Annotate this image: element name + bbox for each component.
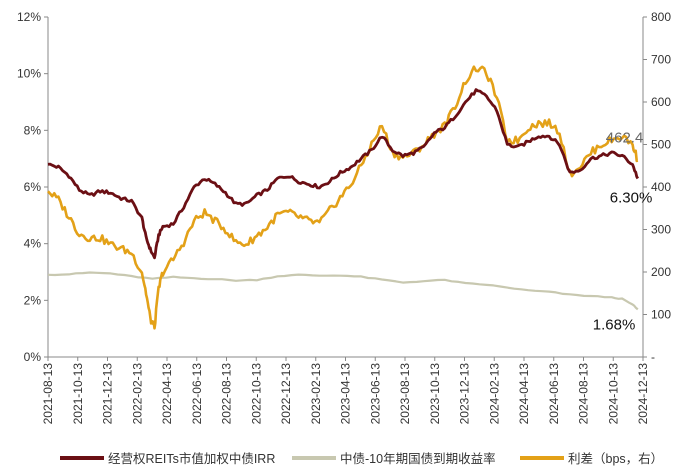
x-tick-label: 2023-08-13 — [398, 363, 412, 425]
y-left-tick-label: 12% — [17, 10, 41, 24]
y-left-tick-label: 4% — [24, 237, 42, 251]
legend: 经营权REITs市值加权中债IRR 中债-10年期国债到期收益率 利差（bps，… — [0, 448, 700, 468]
y-right-tick-label: 100 — [651, 308, 671, 322]
legend-swatch-bond — [292, 455, 336, 460]
series-line-1 — [47, 271, 639, 311]
y-left-tick-label: 8% — [24, 123, 42, 137]
y-right-tick-label: 400 — [651, 180, 671, 194]
x-tick-label: 2022-06-13 — [190, 363, 204, 425]
y-right-tick-label: 800 — [651, 10, 671, 24]
y-right-tick-label: 500 — [651, 138, 671, 152]
series-line-0 — [47, 88, 640, 260]
x-tick-label: 2023-06-13 — [368, 363, 382, 425]
x-tick-label: 2021-12-13 — [101, 363, 115, 425]
legend-label-bond: 中债-10年期国债到期收益率 — [340, 452, 496, 466]
x-tick-label: 2022-04-13 — [160, 363, 174, 425]
y-right-tick-label: - — [651, 350, 655, 364]
end-label-1: 1.68% — [593, 316, 636, 333]
y-left-tick-label: 0% — [24, 350, 42, 364]
x-tick-label: 2024-10-13 — [606, 363, 620, 425]
x-tick-label: 2021-10-13 — [71, 363, 85, 425]
end-labels: 462.4 6.30% 1.68% — [593, 129, 653, 333]
x-tick-label: 2023-04-13 — [339, 363, 353, 425]
legend-swatch-irr — [60, 455, 104, 460]
legend-item-spread: 利差（bps，右） — [520, 448, 663, 467]
x-tick-label: 2024-12-13 — [636, 363, 650, 425]
y-right-tick-label: 600 — [651, 95, 671, 109]
x-tick-label: 2022-10-13 — [249, 363, 263, 425]
x-tick-label: 2021-08-13 — [41, 363, 55, 425]
y-right-tick-label: 300 — [651, 223, 671, 237]
legend-swatch-spread — [520, 455, 564, 460]
y-left-tick-label: 10% — [17, 67, 41, 81]
x-tick-label: 2023-12-13 — [458, 363, 472, 425]
x-tick-label: 2022-12-13 — [279, 363, 293, 425]
end-label-2: 462.4 — [606, 129, 644, 146]
legend-item-irr: 经营权REITs市值加权中债IRR — [60, 448, 275, 467]
end-label-0: 6.30% — [610, 190, 653, 207]
legend-label-spread: 利差（bps，右） — [568, 452, 664, 466]
x-tick-label: 2024-08-13 — [577, 363, 591, 425]
plot-area — [47, 65, 640, 330]
y-right-tick-label: 200 — [651, 265, 671, 279]
legend-item-bond: 中债-10年期国债到期收益率 — [292, 448, 496, 467]
x-tick-label: 2024-02-13 — [487, 363, 501, 425]
x-tick-label: 2024-06-13 — [547, 363, 561, 425]
x-tick-label: 2022-02-13 — [130, 363, 144, 425]
x-tick-label: 2022-08-13 — [220, 363, 234, 425]
x-tick-label: 2024-04-13 — [517, 363, 531, 425]
y-left-tick-label: 6% — [24, 180, 42, 194]
series-line-2 — [47, 65, 639, 330]
axes: 0% 2% 4% 6% 8% 10% 12% - 100 200 300 400 500 600 700 80… — [17, 10, 671, 424]
legend-label-irr: 经营权REITs市值加权中债IRR — [108, 452, 276, 466]
y-left-tick-label: 2% — [24, 293, 42, 307]
x-tick-label: 2023-02-13 — [309, 363, 323, 425]
x-tick-label: 2023-10-13 — [428, 363, 442, 425]
y-right-tick-label: 700 — [651, 53, 671, 67]
